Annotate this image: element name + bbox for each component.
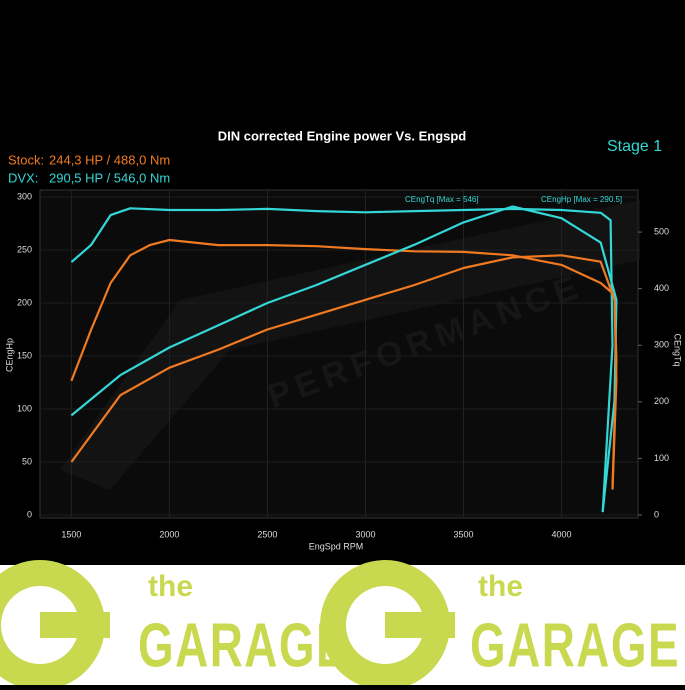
x-axis-label: EngSpd RPM <box>309 541 364 551</box>
y-tick-label: 0 <box>27 509 32 519</box>
logo: the GARAGE <box>0 560 348 690</box>
chart-title: DIN corrected Engine power Vs. Engspd <box>218 128 467 143</box>
brand: GARAGE <box>138 611 348 680</box>
banner: the GARAGE the GARAGE <box>0 560 685 690</box>
annotation: CEngHp [Max = 290.5] <box>541 195 622 204</box>
y2-tick-label: 300 <box>654 340 669 350</box>
x-tick-label: 2000 <box>159 529 179 539</box>
logo-mark <box>40 612 110 638</box>
x-tick-label: 3000 <box>355 529 375 539</box>
annotation: CEngTq [Max = 546] <box>405 195 479 204</box>
series-line <box>70 205 618 512</box>
y2-tick-label: 100 <box>654 453 669 463</box>
y2-tick-label: 0 <box>654 509 659 519</box>
y2-tick-label: 400 <box>654 283 669 293</box>
y-tick-label: 300 <box>17 191 32 201</box>
y-tick-label: 100 <box>17 403 32 413</box>
subtitle: Stage 1 <box>607 138 662 155</box>
series-line <box>70 238 618 488</box>
y2-tick-label: 200 <box>654 396 669 406</box>
legend-value: 290,5 HP / 546,0 Nm <box>49 170 170 185</box>
brand-small: the <box>478 570 523 603</box>
y-tick-label: 50 <box>22 456 32 466</box>
y-tick-label: 150 <box>17 350 32 360</box>
logo-mark <box>385 612 455 638</box>
y-tick-label: 200 <box>17 297 32 307</box>
x-tick-label: 1500 <box>61 529 81 539</box>
series-line <box>70 207 614 513</box>
y-tick-label: 250 <box>17 244 32 254</box>
legend-value: 244,3 HP / 488,0 Nm <box>49 152 170 167</box>
y2-axis-label: CEngTq <box>673 333 683 366</box>
series-line <box>70 254 618 490</box>
brand: GARAGE <box>470 611 680 680</box>
x-tick-label: 2500 <box>257 529 277 539</box>
brand-small: the <box>148 570 193 603</box>
legend-label: DVX: <box>8 170 38 185</box>
y-axis-label: CEngHp <box>4 338 14 372</box>
x-tick-label: 3500 <box>453 529 473 539</box>
x-tick-label: 4000 <box>552 529 572 539</box>
y2-tick-label: 500 <box>654 226 669 236</box>
legend-label: Stock: <box>8 152 44 167</box>
logo: the GARAGE <box>320 560 680 690</box>
